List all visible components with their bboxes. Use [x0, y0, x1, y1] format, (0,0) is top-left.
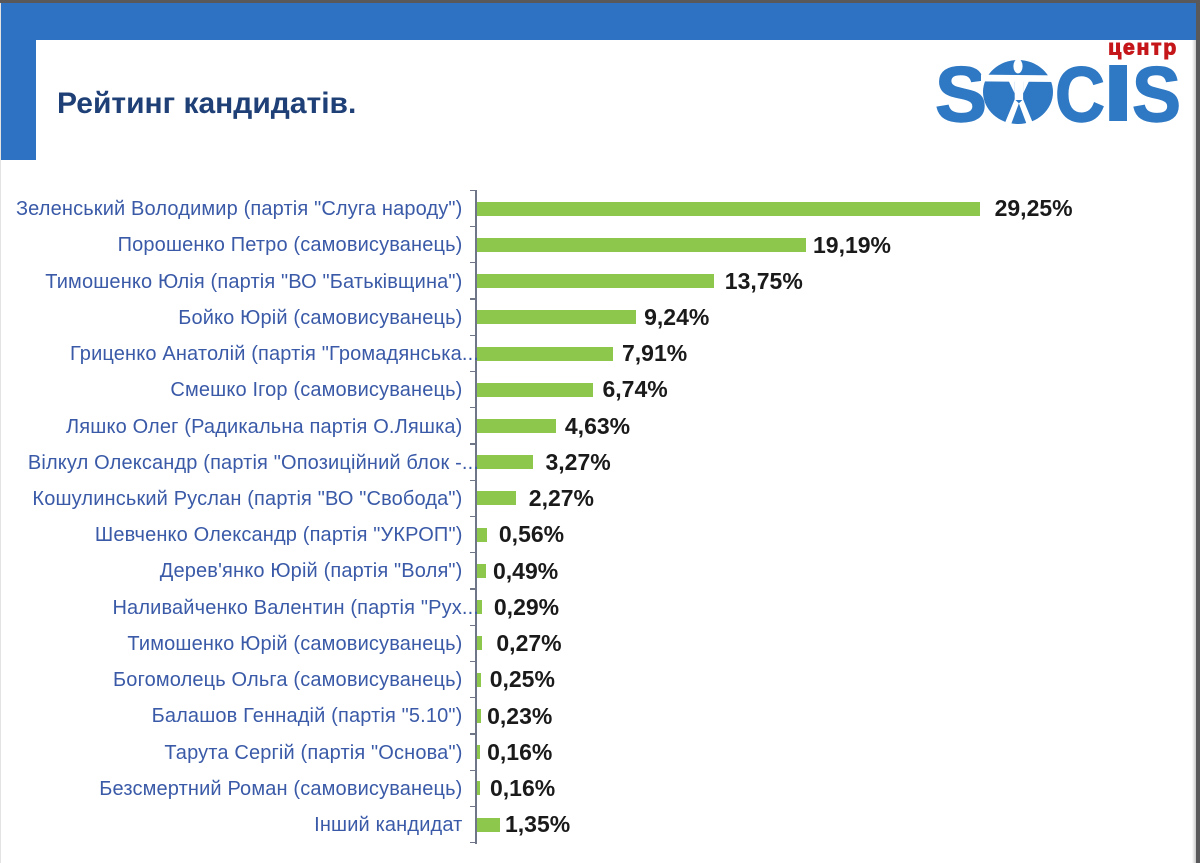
svg-text:C: C	[1055, 50, 1105, 138]
svg-text:центр: центр	[1108, 37, 1178, 60]
svg-text:S: S	[935, 50, 987, 138]
svg-text:S: S	[1132, 50, 1181, 138]
